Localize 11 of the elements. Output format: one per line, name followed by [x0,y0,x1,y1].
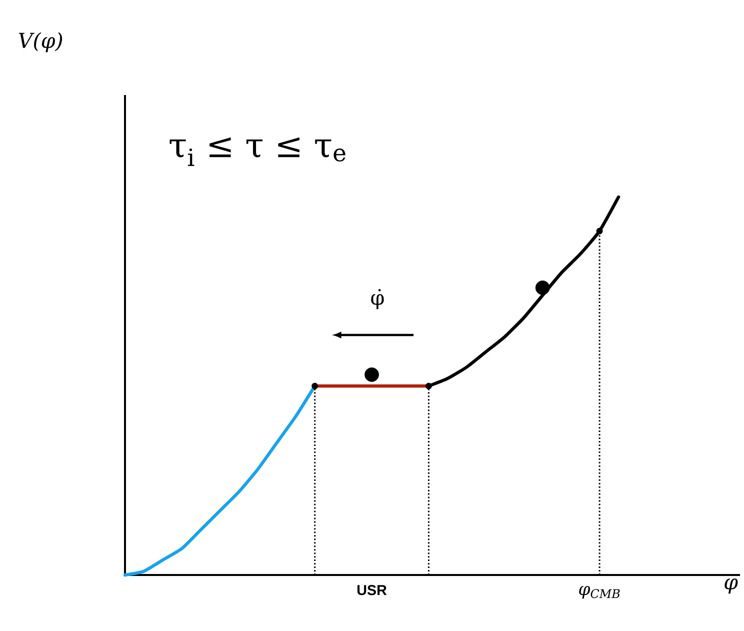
point [596,228,603,234]
x-tick-label: USR [357,584,387,596]
x-tick-label: φ$_{CMB}$ [579,586,620,599]
text: φ [724,578,738,594]
text: V(φ) [18,32,62,52]
annotation: φ̇ [371,289,384,310]
point [312,382,318,390]
text: τ$_{i}$ ≤ τ ≤ τ$_{e}$ [170,137,346,166]
point [364,367,379,382]
point [425,382,432,390]
point [535,280,550,295]
